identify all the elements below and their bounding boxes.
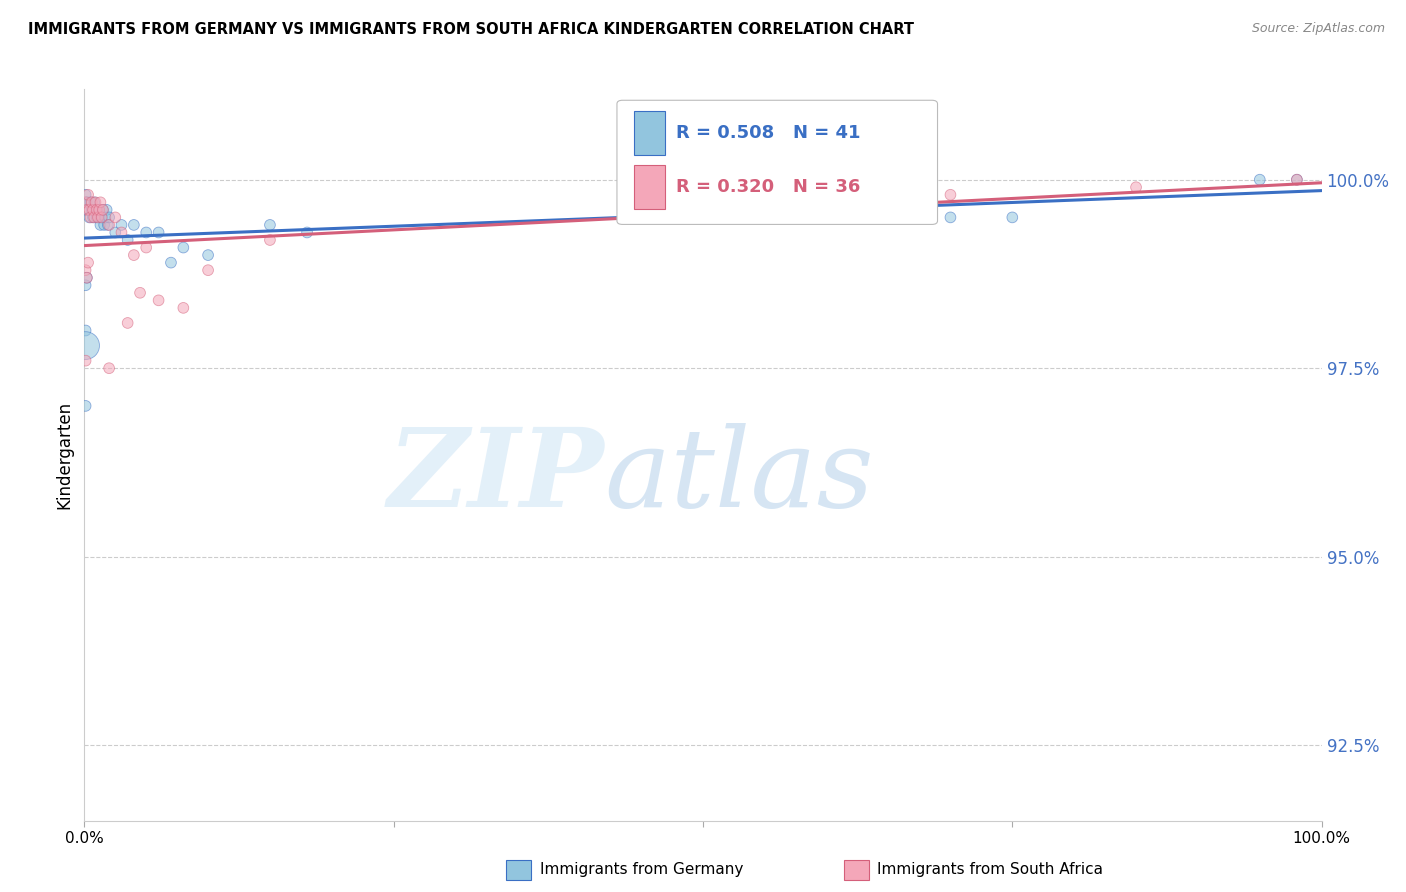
Point xyxy=(77,202,100,217)
Point xyxy=(76,202,98,217)
Point xyxy=(84,202,107,217)
Point xyxy=(122,218,145,232)
Point xyxy=(135,226,157,240)
Point xyxy=(148,226,170,240)
Point xyxy=(76,270,98,285)
Text: Immigrants from South Africa: Immigrants from South Africa xyxy=(877,863,1104,877)
Point xyxy=(75,338,97,352)
Point xyxy=(84,195,107,210)
Point xyxy=(87,202,110,217)
Point xyxy=(75,399,97,413)
Point xyxy=(197,263,219,277)
Point xyxy=(129,285,152,300)
Point xyxy=(172,241,194,255)
Y-axis label: Kindergarten: Kindergarten xyxy=(55,401,73,509)
Point xyxy=(96,202,118,217)
Point xyxy=(76,195,98,210)
Point xyxy=(80,195,103,210)
Point xyxy=(86,202,108,217)
Point xyxy=(91,202,114,217)
Point xyxy=(93,218,115,232)
Point xyxy=(90,211,112,225)
Point xyxy=(87,211,110,225)
Point xyxy=(79,211,101,225)
Point xyxy=(94,211,117,225)
Point xyxy=(939,211,962,225)
Point xyxy=(75,195,97,210)
Text: Immigrants from Germany: Immigrants from Germany xyxy=(540,863,744,877)
Point xyxy=(89,211,111,225)
Point xyxy=(110,226,132,240)
Point xyxy=(939,187,962,202)
Text: R = 0.508   N = 41: R = 0.508 N = 41 xyxy=(676,124,860,142)
Point xyxy=(82,211,104,225)
Point xyxy=(98,211,121,225)
Point xyxy=(98,218,121,232)
Point xyxy=(110,218,132,232)
Point xyxy=(77,255,100,269)
Point xyxy=(79,202,101,217)
Point xyxy=(1249,172,1271,186)
Point xyxy=(89,218,111,232)
Point xyxy=(75,278,97,293)
Point xyxy=(1001,211,1024,225)
Point xyxy=(135,241,157,255)
Point xyxy=(1285,172,1308,186)
Point xyxy=(75,187,97,202)
Point xyxy=(76,270,98,285)
Point xyxy=(77,187,100,202)
Point xyxy=(1125,180,1147,194)
Point xyxy=(117,233,139,247)
Point xyxy=(75,353,97,368)
Point xyxy=(80,202,103,217)
Point xyxy=(259,233,281,247)
Point xyxy=(91,202,114,217)
Point xyxy=(89,195,111,210)
Point xyxy=(75,324,97,338)
Point xyxy=(82,202,104,217)
Point xyxy=(754,202,776,217)
Point xyxy=(117,316,139,330)
Point xyxy=(1285,172,1308,186)
Text: ZIP: ZIP xyxy=(388,423,605,531)
Point xyxy=(148,293,170,308)
Point xyxy=(98,361,121,376)
Point xyxy=(122,248,145,262)
Point xyxy=(104,211,127,225)
Point xyxy=(83,211,105,225)
Point xyxy=(815,211,838,225)
Point xyxy=(83,195,105,210)
Point xyxy=(79,211,101,225)
Text: Source: ZipAtlas.com: Source: ZipAtlas.com xyxy=(1251,22,1385,36)
Point xyxy=(79,195,101,210)
Text: IMMIGRANTS FROM GERMANY VS IMMIGRANTS FROM SOUTH AFRICA KINDERGARTEN CORRELATION: IMMIGRANTS FROM GERMANY VS IMMIGRANTS FR… xyxy=(28,22,914,37)
Point xyxy=(197,248,219,262)
Point xyxy=(295,226,318,240)
Text: atlas: atlas xyxy=(605,423,873,531)
Text: R = 0.320   N = 36: R = 0.320 N = 36 xyxy=(676,178,860,196)
Point xyxy=(877,195,900,210)
Point xyxy=(97,218,120,232)
Point xyxy=(259,218,281,232)
Point xyxy=(89,202,111,217)
Point xyxy=(75,263,97,277)
Point xyxy=(160,255,183,269)
Point xyxy=(104,226,127,240)
Point xyxy=(172,301,194,315)
Point xyxy=(90,211,112,225)
Point xyxy=(86,211,108,225)
